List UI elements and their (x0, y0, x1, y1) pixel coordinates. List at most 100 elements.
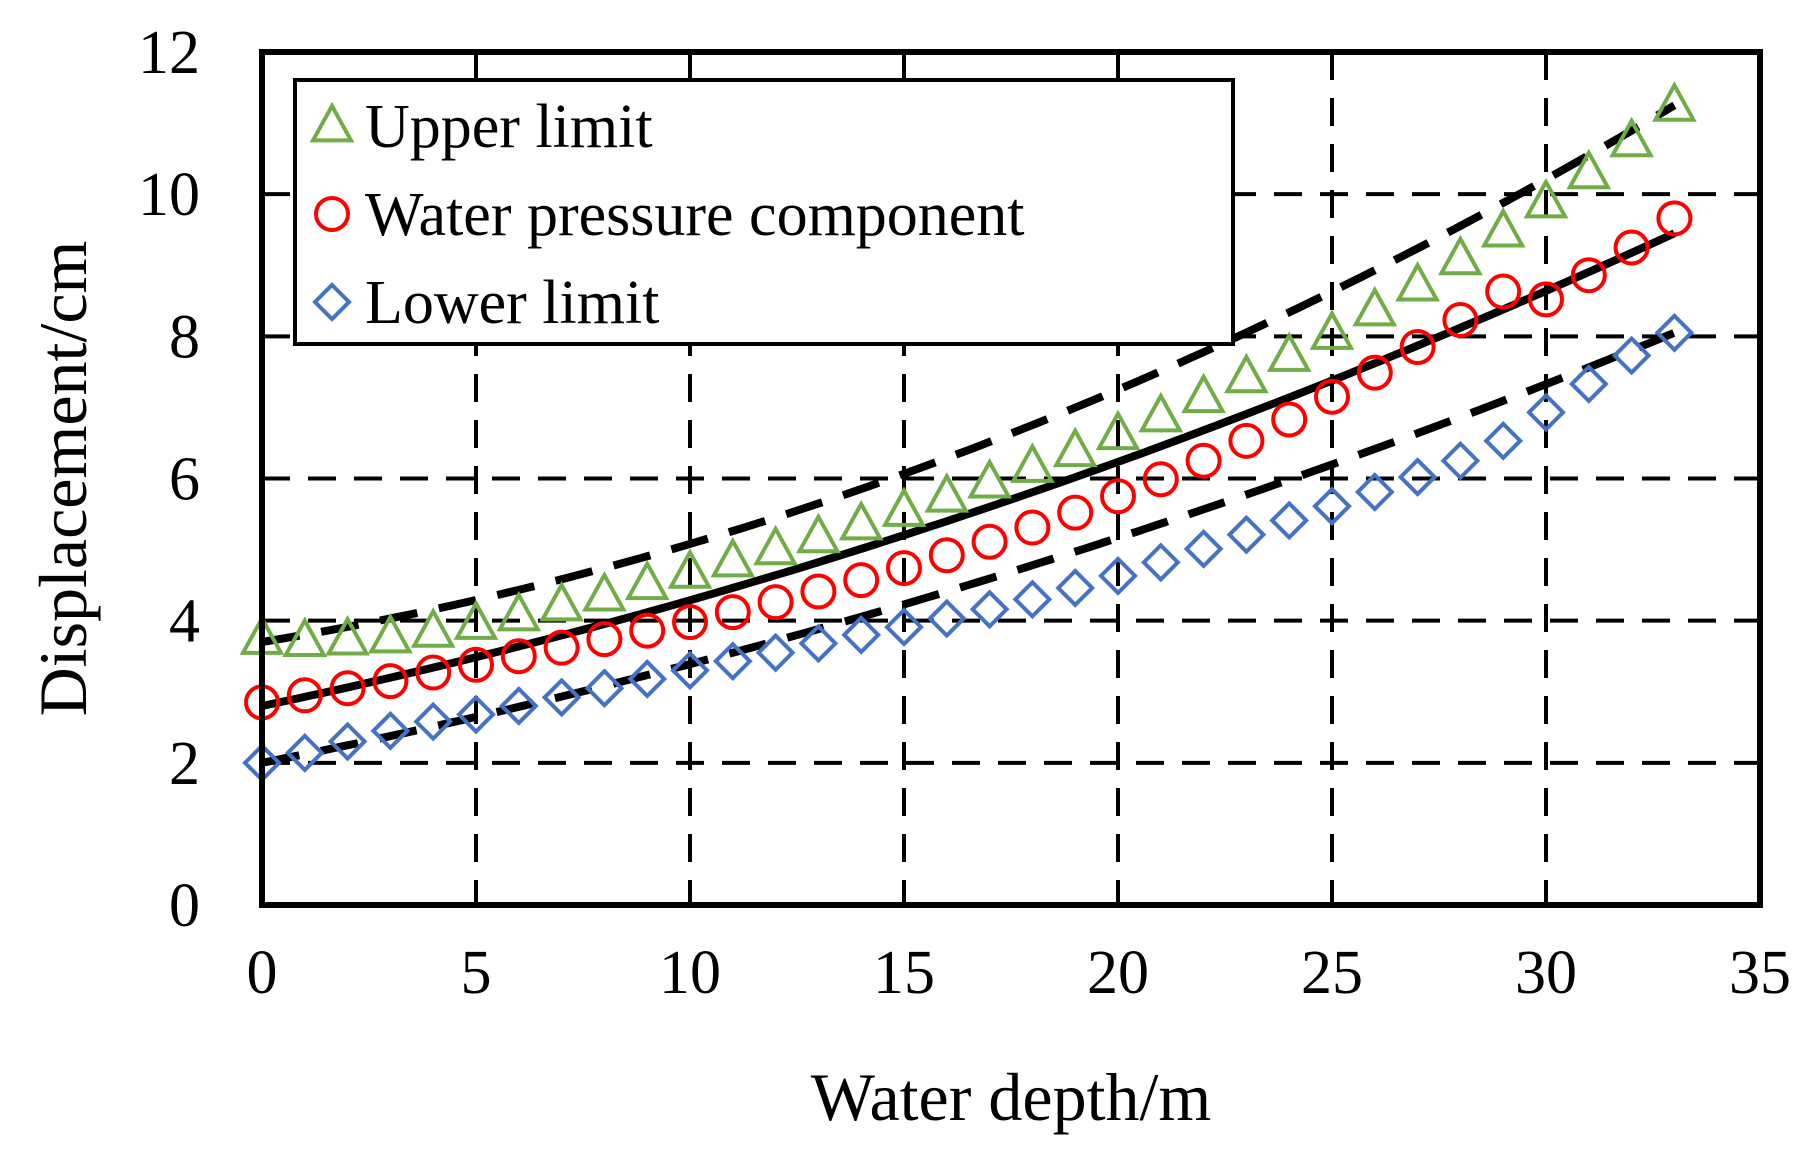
point-s2-17 (969, 589, 1010, 630)
point-s0-11 (710, 536, 756, 578)
point-s1-12 (757, 584, 794, 621)
point-s2-23 (1226, 514, 1267, 555)
point-s2-25 (1312, 486, 1352, 527)
plot-frame (259, 49, 1763, 908)
point-s1-14 (843, 562, 880, 599)
legend-box (293, 78, 1235, 346)
point-s2-6 (498, 686, 539, 726)
y-tick-label-12: 12 (138, 19, 200, 87)
point-s0-17 (967, 457, 1012, 499)
point-s2-21 (1140, 542, 1181, 583)
point-s0-6 (496, 590, 542, 632)
point-s0-4 (410, 607, 456, 648)
y-tick-label-6: 6 (169, 446, 200, 514)
point-s1-28 (1442, 301, 1479, 338)
legend-label-1: Water pressure component (365, 181, 1025, 249)
legend: Upper limit Water pressure component Lower… (293, 78, 1235, 346)
point-s2-31 (1568, 364, 1609, 404)
point-s2-3 (370, 711, 411, 751)
point-s2-30 (1526, 392, 1566, 433)
point-s2-32 (1611, 335, 1652, 376)
point-s1-8 (586, 621, 623, 658)
point-s1-13 (800, 573, 837, 610)
point-s0-15 (881, 486, 927, 527)
point-s1-19 (1057, 494, 1094, 531)
point-s1-4 (415, 654, 452, 691)
point-s1-29 (1485, 273, 1522, 310)
point-s2-12 (755, 632, 796, 673)
fit-curve-0 (261, 101, 1677, 646)
point-s0-13 (796, 512, 841, 554)
point-s2-22 (1183, 529, 1224, 569)
point-s1-30 (1528, 281, 1564, 318)
point-s1-20 (1100, 478, 1136, 515)
y-tick-label-2: 2 (169, 730, 200, 798)
point-s2-10 (670, 650, 710, 691)
x-tick-label-5: 5 (461, 939, 492, 1007)
x-tick-label-15: 15 (873, 939, 935, 1007)
point-s2-16 (926, 598, 967, 639)
fit-curve-1 (261, 229, 1677, 710)
point-s1-6 (500, 638, 537, 675)
x-tick-label-25: 25 (1301, 939, 1363, 1007)
data-markers (239, 81, 1697, 783)
x-tick-label-35: 35 (1729, 939, 1791, 1007)
y-tick-label-0: 0 (169, 872, 200, 940)
point-s0-9 (624, 559, 670, 601)
legend-marker-2 (312, 282, 352, 322)
point-s1-33 (1656, 200, 1693, 237)
point-s0-10 (667, 548, 713, 589)
series-0 (239, 81, 1697, 657)
point-s2-29 (1483, 420, 1524, 461)
point-s0-26 (1352, 285, 1398, 327)
point-s1-10 (672, 604, 708, 641)
point-s0-16 (924, 472, 970, 513)
point-s2-2 (327, 721, 368, 762)
legend-label-2: Lower limit (365, 269, 659, 337)
point-s0-8 (582, 570, 627, 612)
point-s0-3 (368, 612, 413, 654)
point-s1-15 (886, 550, 922, 587)
series-1 (244, 200, 1693, 721)
point-s2-7 (541, 677, 582, 718)
y-tick-label-10: 10 (138, 161, 200, 229)
point-s0-28 (1438, 234, 1483, 276)
point-s2-33 (1654, 312, 1695, 353)
point-s1-16 (928, 537, 965, 574)
point-s2-18 (1012, 579, 1053, 620)
y-tick-label-8: 8 (169, 303, 200, 371)
point-s1-7 (543, 629, 580, 666)
point-s2-15 (884, 607, 924, 647)
point-s0-20 (1095, 409, 1141, 451)
point-s0-30 (1523, 177, 1569, 219)
series-2 (242, 312, 1695, 783)
point-s1-1 (286, 677, 323, 714)
point-s0-14 (838, 499, 884, 541)
x-tick-labels: 0 5 10 15 20 25 30 35 (247, 939, 1792, 1007)
point-s0-22 (1181, 372, 1226, 414)
x-tick-label-30: 30 (1515, 939, 1577, 1007)
point-s1-2 (329, 670, 366, 707)
point-s1-18 (1014, 509, 1051, 546)
point-s0-33 (1652, 81, 1697, 122)
point-s1-11 (714, 594, 751, 631)
point-s1-21 (1142, 461, 1179, 498)
point-s0-18 (1010, 442, 1055, 483)
point-s2-4 (413, 701, 454, 742)
legend-marker-0 (309, 101, 355, 143)
point-s0-24 (1266, 331, 1312, 372)
y-tick-labels: 0 2 4 6 8 10 12 (138, 19, 200, 940)
point-s2-20 (1098, 556, 1138, 596)
fit-curves (261, 101, 1677, 767)
point-s2-9 (627, 659, 668, 699)
x-tick-label-0: 0 (247, 939, 278, 1007)
point-s2-5 (456, 694, 496, 735)
point-s0-21 (1138, 391, 1184, 433)
point-s1-5 (458, 646, 494, 683)
point-s1-24 (1271, 401, 1308, 438)
point-s2-13 (798, 623, 839, 664)
x-tick-label-10: 10 (659, 939, 721, 1007)
point-s1-22 (1185, 442, 1222, 479)
point-s1-32 (1613, 229, 1650, 266)
